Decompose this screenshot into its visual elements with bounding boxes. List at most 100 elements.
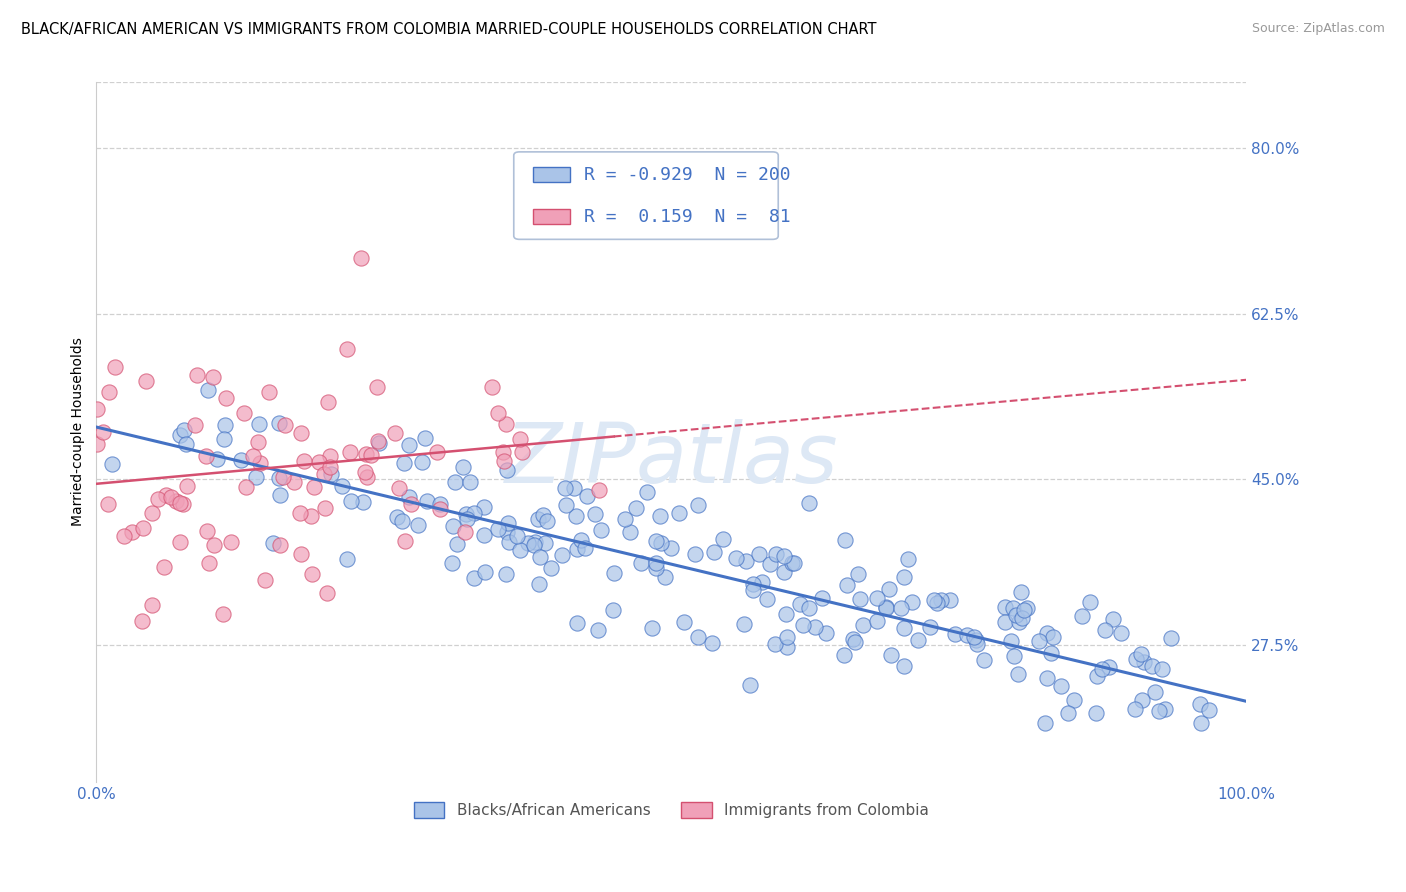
Point	[659, 541, 682, 555]
Point	[245, 470, 267, 484]
Point	[388, 481, 411, 495]
Point	[993, 615, 1015, 629]
Point	[645, 556, 668, 570]
Point	[683, 547, 706, 561]
Point	[350, 251, 373, 265]
Point	[319, 460, 342, 475]
Point	[1033, 715, 1056, 730]
Point	[619, 524, 641, 539]
Point	[496, 516, 519, 531]
Point	[463, 506, 485, 520]
Point	[202, 538, 225, 552]
Point	[1012, 603, 1035, 617]
Point	[866, 614, 889, 628]
Point	[492, 445, 515, 459]
Point	[104, 360, 127, 375]
Point	[834, 533, 856, 548]
Point	[562, 482, 585, 496]
Point	[866, 591, 889, 605]
Point	[290, 548, 312, 562]
Text: R =  0.159  N =  81: R = 0.159 N = 81	[583, 208, 790, 226]
Point	[1056, 706, 1078, 721]
Point	[98, 384, 121, 399]
Point	[626, 501, 648, 516]
Point	[214, 418, 236, 433]
Point	[1129, 648, 1152, 662]
Point	[246, 435, 269, 450]
Point	[1000, 634, 1022, 648]
Point	[336, 551, 359, 566]
Point	[1035, 625, 1057, 640]
Point	[724, 551, 747, 566]
Point	[314, 467, 336, 481]
Point	[299, 509, 322, 524]
Point	[498, 535, 520, 549]
Point	[630, 556, 652, 570]
Point	[354, 466, 377, 480]
Point	[877, 582, 900, 596]
Point	[711, 532, 734, 546]
Point	[925, 596, 948, 610]
Point	[269, 416, 291, 430]
Point	[160, 490, 183, 504]
Point	[973, 653, 995, 667]
Point	[454, 524, 477, 539]
Point	[654, 570, 676, 584]
Point	[1085, 706, 1108, 720]
Point	[688, 630, 710, 644]
Point	[907, 632, 929, 647]
Point	[529, 549, 551, 564]
Point	[235, 480, 257, 494]
Point	[1132, 656, 1154, 670]
Point	[401, 496, 423, 510]
Point	[636, 484, 658, 499]
Point	[194, 449, 217, 463]
Point	[668, 506, 690, 520]
Point	[86, 437, 108, 451]
Point	[524, 535, 547, 549]
Point	[1125, 651, 1147, 665]
Point	[506, 529, 529, 543]
Point	[1189, 716, 1212, 731]
Point	[184, 418, 207, 433]
Point	[1010, 585, 1032, 599]
Point	[212, 432, 235, 446]
Point	[1123, 702, 1146, 716]
Point	[1004, 607, 1026, 622]
Point	[758, 558, 780, 572]
Point	[356, 469, 378, 483]
Point	[534, 536, 557, 550]
Point	[269, 470, 291, 484]
Point	[797, 601, 820, 615]
Point	[429, 502, 451, 516]
Point	[1198, 703, 1220, 717]
Point	[748, 547, 770, 561]
Point	[172, 497, 194, 511]
Point	[444, 475, 467, 489]
Point	[1008, 615, 1031, 629]
Point	[842, 632, 865, 646]
Point	[540, 560, 562, 574]
Point	[741, 576, 763, 591]
Point	[1036, 671, 1059, 685]
Text: BLACK/AFRICAN AMERICAN VS IMMIGRANTS FROM COLOMBIA MARRIED-COUPLE HOUSEHOLDS COR: BLACK/AFRICAN AMERICAN VS IMMIGRANTS FRO…	[21, 22, 876, 37]
FancyBboxPatch shape	[533, 167, 569, 182]
Text: Source: ZipAtlas.com: Source: ZipAtlas.com	[1251, 22, 1385, 36]
Point	[536, 514, 558, 528]
Point	[789, 597, 811, 611]
Point	[897, 552, 920, 566]
Point	[121, 524, 143, 539]
Point	[1188, 697, 1211, 711]
Point	[340, 493, 363, 508]
Point	[495, 463, 517, 477]
Point	[269, 537, 291, 551]
FancyBboxPatch shape	[513, 152, 779, 239]
Point	[354, 447, 377, 461]
Point	[531, 508, 554, 522]
Point	[574, 541, 596, 555]
Point	[776, 640, 799, 654]
Point	[797, 496, 820, 510]
Point	[232, 406, 254, 420]
Point	[943, 627, 966, 641]
Point	[97, 497, 120, 511]
